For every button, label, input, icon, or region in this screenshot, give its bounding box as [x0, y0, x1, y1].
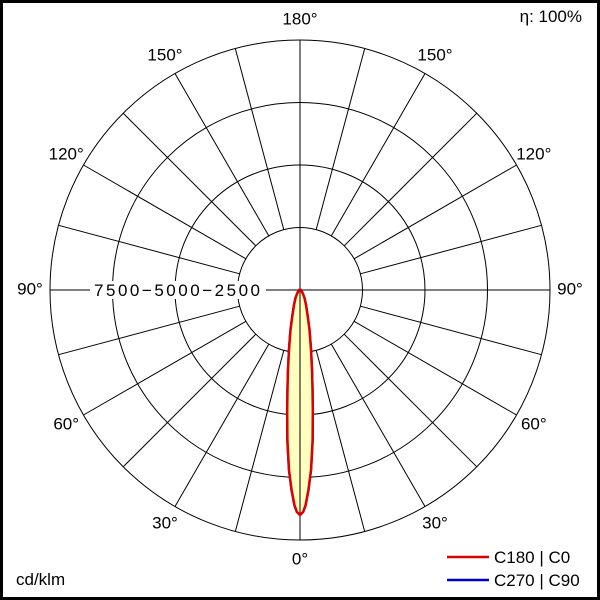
legend: C180 | C0 C270 | C90	[447, 548, 580, 590]
angle-label: 60°	[53, 414, 79, 433]
beam-curve-c0	[285, 288, 315, 517]
grid-spoke	[122, 112, 257, 247]
angle-label: 120°	[516, 144, 551, 163]
angle-label: 150°	[147, 46, 182, 65]
grid-spoke	[343, 112, 478, 247]
grid-spoke	[353, 164, 517, 260]
grid-spoke	[83, 320, 247, 416]
grid-spoke	[234, 350, 285, 532]
beam-curves	[285, 288, 315, 540]
grid-spoke	[360, 224, 542, 275]
grid-spoke	[315, 350, 366, 532]
angle-label: 0°	[292, 549, 308, 568]
grid-spoke	[174, 343, 270, 507]
grid-spoke	[330, 73, 426, 237]
grid-spoke	[353, 320, 517, 416]
grid-spoke	[343, 333, 478, 468]
polar-grid: 7500−5000−2500	[49, 39, 551, 541]
grid-spoke	[330, 343, 426, 507]
angle-labels: 0° 30° 30° 60° 60° 90° 90° 120° 120° 150° 150° 180°	[17, 9, 583, 568]
angle-label: 30°	[422, 513, 448, 532]
grid-spoke	[83, 164, 247, 260]
angle-label: 60°	[521, 414, 547, 433]
ring-label-mask	[90, 281, 266, 299]
grid-spoke	[360, 305, 542, 356]
angle-label: 90°	[557, 279, 583, 298]
grid-spoke	[234, 48, 285, 230]
angle-label: 30°	[152, 513, 178, 532]
legend-label-c90: C270 | C90	[494, 571, 580, 590]
grid-spoke	[58, 305, 240, 356]
unit-label: cd/klm	[16, 570, 65, 589]
angle-label: 150°	[417, 46, 452, 65]
angle-label: 180°	[282, 9, 317, 28]
grid-spoke	[122, 333, 257, 468]
angle-label: 90°	[17, 279, 43, 298]
grid-spoke	[174, 73, 270, 237]
grid-spoke	[315, 48, 366, 230]
efficiency-label: η: 100%	[520, 7, 582, 26]
angle-label: 120°	[49, 144, 84, 163]
legend-label-c0: C180 | C0	[494, 548, 570, 567]
grid-spoke	[58, 224, 240, 275]
